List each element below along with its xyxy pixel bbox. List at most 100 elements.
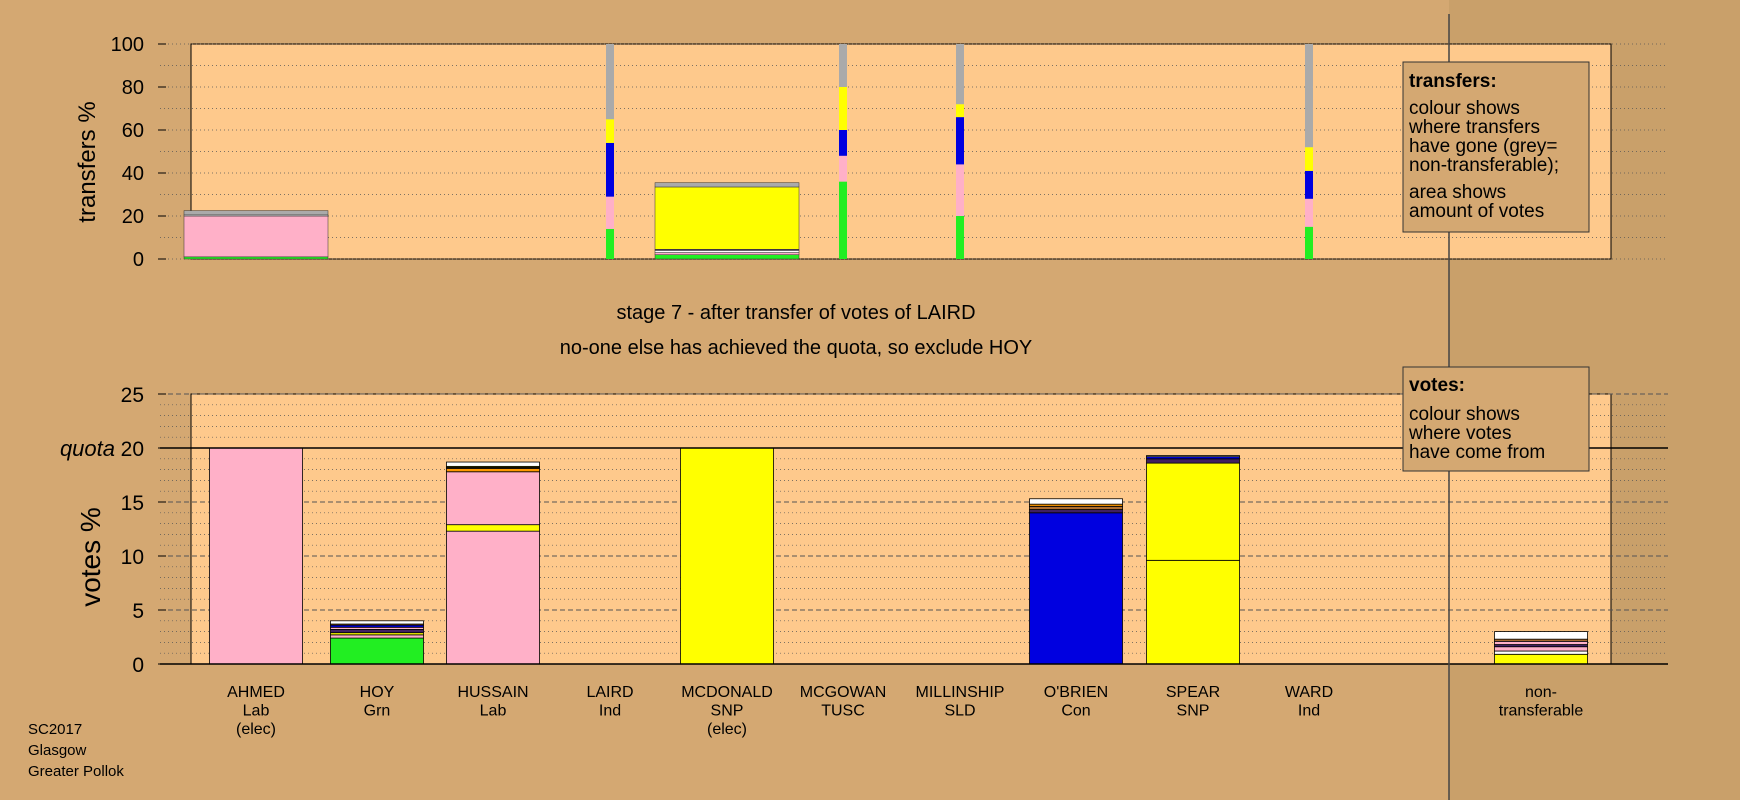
votes-bar-segment [446, 468, 540, 473]
transfers-legend-line: have gone (grey= [1409, 136, 1557, 157]
votes-bar-segment [1146, 458, 1240, 464]
votes-bar-segment [1146, 559, 1240, 665]
transfers-legend-line: where transfers [1408, 117, 1540, 138]
transfers-bar-segment [839, 130, 847, 156]
transfers-bar-segment [956, 216, 964, 259]
transfers-bar-segment [606, 119, 614, 143]
votes-legend: votes: colour shows where votes have com… [1402, 366, 1590, 472]
votes-tick-label: 10 [121, 546, 144, 569]
votes-bar-segment [446, 461, 540, 467]
transfers-bar-segment [654, 182, 800, 188]
votes-bar-segment [1029, 509, 1123, 514]
votes-bars [209, 447, 1588, 665]
footer-election: SC2017 [28, 721, 82, 738]
candidate-name: LAIRD [586, 684, 633, 701]
candidate-status: (elec) [236, 721, 276, 738]
votes-bar-segment [209, 447, 303, 665]
transfers-bar-segment [606, 142, 614, 197]
candidate-name: MILLINSHIP [916, 684, 1005, 701]
transfers-bars [183, 44, 1313, 260]
transfers-bar-segment [839, 87, 847, 130]
votes-bar-segment [446, 471, 540, 526]
transfers-bar-segment [1305, 44, 1313, 148]
transfers-bar-segment [183, 210, 329, 216]
transfers-bar-segment [606, 228, 614, 259]
votes-bar-segment [1494, 640, 1588, 645]
votes-bar-segment [330, 634, 424, 639]
transfers-legend-title: transfers: [1409, 71, 1497, 92]
votes-bar-segment [1029, 512, 1123, 665]
candidate-party: Ind [1298, 703, 1320, 720]
transfers-y-ticks: 0 20 40 60 80 100 [111, 34, 166, 271]
votes-y-axis-label: votes % [75, 507, 106, 607]
transfers-legend-line: non-transferable); [1409, 155, 1559, 176]
transfers-bar-segment [839, 155, 847, 182]
transfers-legend-line: area shows [1409, 182, 1506, 203]
votes-legend-box [1402, 366, 1590, 472]
transfers-bar-segment [1305, 198, 1313, 227]
votes-bar-segment [1494, 650, 1588, 655]
votes-bar-segment [330, 620, 424, 625]
votes-bar-segment [1494, 646, 1588, 652]
transfers-tick-label: 0 [133, 249, 144, 271]
candidate-party: Lab [480, 703, 507, 720]
transfers-y-axis-label: transfers % [74, 101, 101, 222]
transfers-bar-segment [839, 44, 847, 87]
votes-plot-area [190, 393, 1612, 665]
candidate-name: MCDONALD [681, 684, 773, 701]
transfers-bar-segment [1305, 170, 1313, 199]
quota-label: quota [60, 436, 115, 461]
transfers-bar-segment [956, 164, 964, 216]
transfers-legend-line: colour shows [1409, 98, 1520, 119]
candidate-party: SNP [1177, 703, 1210, 720]
transfers-tick-label: 100 [111, 34, 144, 56]
candidate-party: SLD [944, 703, 975, 720]
votes-tick-label: 25 [121, 384, 144, 407]
transfers-tick-label: 40 [122, 163, 144, 185]
votes-bar-segment [1494, 631, 1588, 640]
votes-bar-segment [330, 637, 424, 665]
footer-ward: Greater Pollok [28, 763, 124, 780]
candidate-party: Lab [243, 703, 270, 720]
votes-bar-segment [446, 524, 540, 532]
transfers-bar-segment [956, 44, 964, 105]
candidate-party: Grn [364, 703, 391, 720]
transfers-bar-segment [1305, 226, 1313, 259]
votes-bar-segment [446, 530, 540, 665]
votes-plot: 0 5 10 15 20 25 quota votes % [60, 384, 1668, 677]
votes-tick-label: 0 [132, 654, 144, 677]
votes-bar-segment [1146, 455, 1240, 458]
transfers-bar-segment [956, 117, 964, 165]
votes-tick-label: 5 [132, 600, 144, 623]
nontransferable-label: transferable [1499, 703, 1584, 720]
votes-y-ticks: 0 5 10 15 20 25 [121, 384, 166, 677]
votes-bar-segment [1494, 653, 1588, 665]
transfers-tick-label: 20 [122, 206, 144, 228]
transfers-legend-box [1402, 61, 1590, 233]
transfers-bar-segment [654, 186, 800, 250]
transfers-plot: 0 20 40 60 80 100 transfers % [74, 34, 1668, 271]
transfers-bar-segment [654, 250, 800, 253]
transfers-tick-label: 80 [122, 77, 144, 99]
candidate-party: Con [1061, 703, 1090, 720]
votes-tick-label: 20 [121, 438, 144, 461]
candidate-status: (elec) [707, 721, 747, 738]
transfers-bar-segment [183, 256, 329, 260]
candidate-labels: AHMEDLab(elec)HOYGrnHUSSAINLabLAIRDIndMC… [227, 684, 1583, 738]
transfers-bar-segment [839, 181, 847, 259]
candidate-name: O'BRIEN [1044, 684, 1108, 701]
votes-legend-title: votes: [1409, 375, 1465, 396]
votes-bar-segment [680, 447, 774, 665]
votes-bar-segment [1146, 462, 1240, 561]
transfers-bar-segment [606, 44, 614, 120]
votes-bar-segment [1029, 498, 1123, 505]
votes-tick-label: 15 [121, 492, 144, 515]
transfers-bar-segment [606, 196, 614, 229]
candidate-name: MCGOWAN [800, 684, 887, 701]
candidate-name: SPEAR [1166, 684, 1220, 701]
stage-subtitle: no-one else has achieved the quota, so e… [560, 337, 1033, 359]
stage-title: stage 7 - after transfer of votes of LAI… [616, 302, 975, 324]
transfers-bar-segment [183, 215, 329, 258]
votes-bar-segment [1029, 505, 1123, 510]
